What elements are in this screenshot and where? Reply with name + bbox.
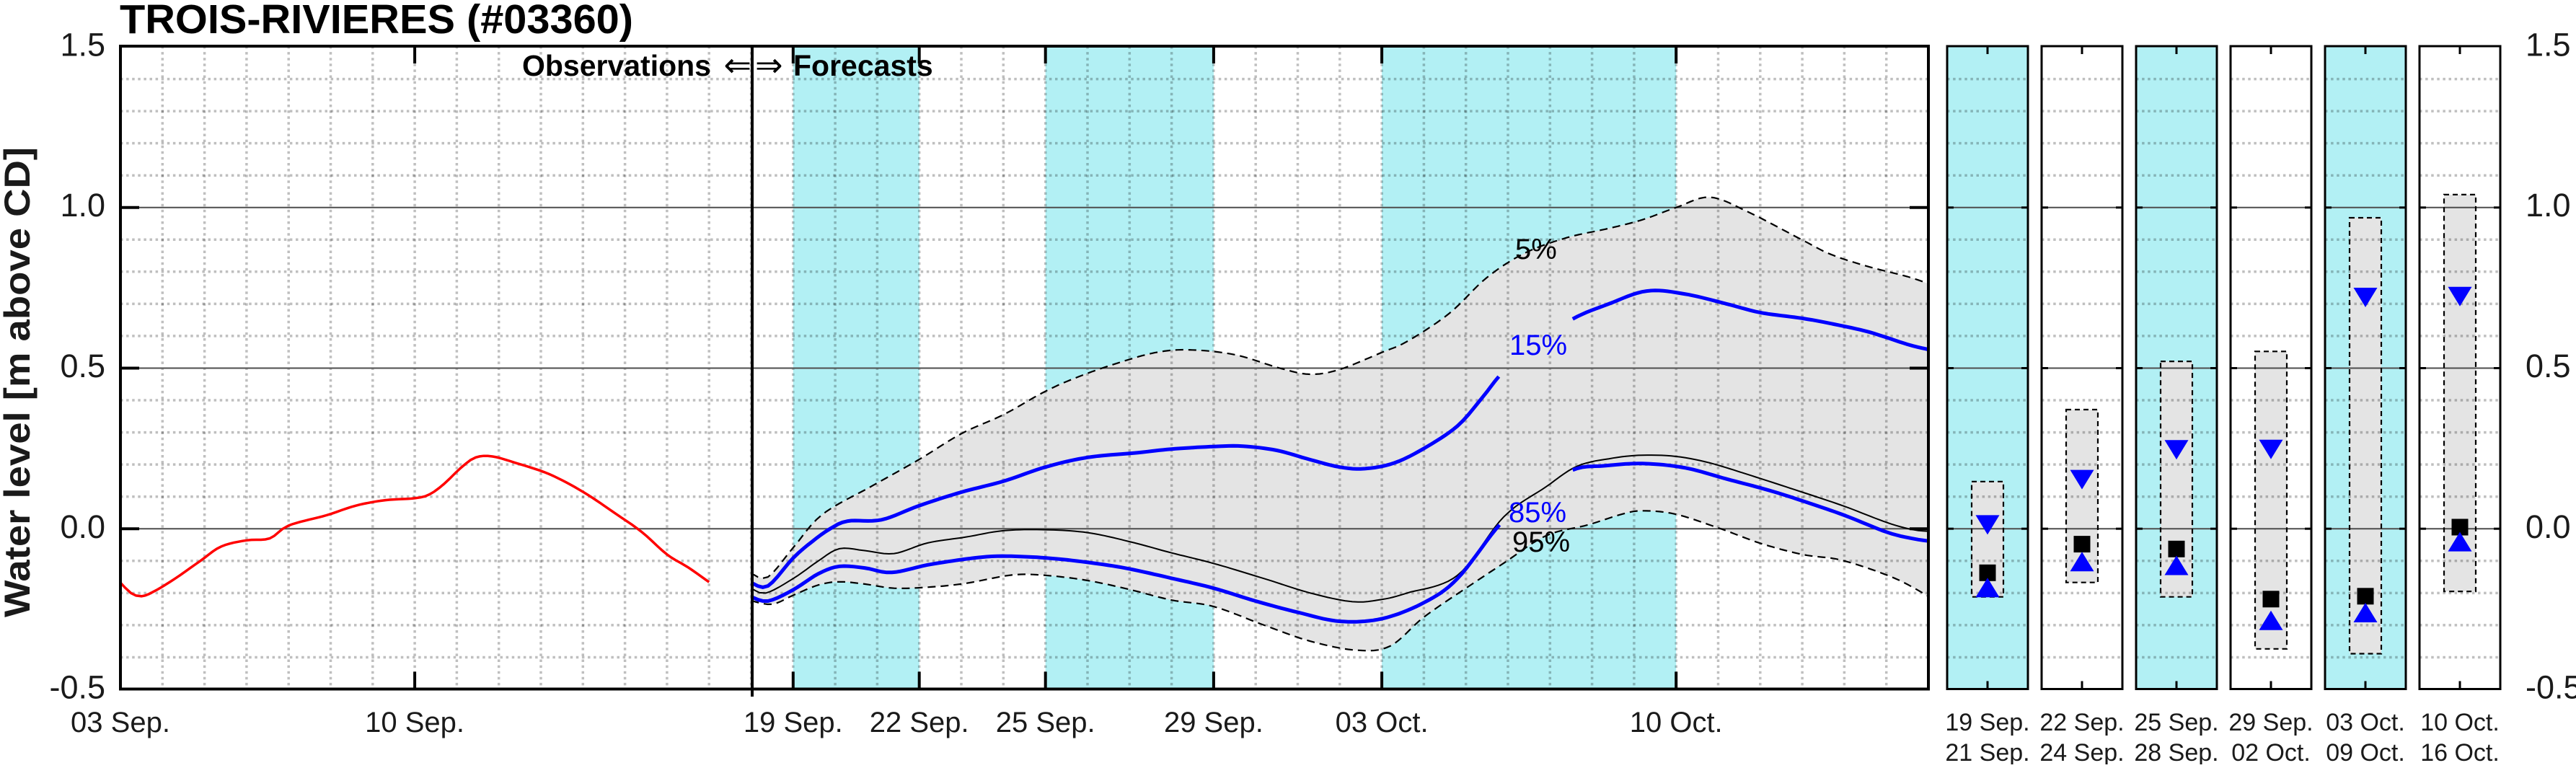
- svg-text:TROIS-RIVIERES (#03360): TROIS-RIVIERES (#03360): [120, 0, 633, 43]
- svg-text:85%: 85%: [1509, 497, 1566, 529]
- svg-text:5%: 5%: [1515, 234, 1557, 265]
- svg-text:02 Oct.: 02 Oct.: [2231, 739, 2311, 764]
- svg-text:10 Oct.: 10 Oct.: [2420, 709, 2500, 736]
- svg-text:0.0: 0.0: [2526, 508, 2571, 545]
- svg-text:0.5: 0.5: [60, 348, 105, 384]
- svg-text:10 Sep.: 10 Sep.: [365, 707, 464, 738]
- svg-text:19 Sep.: 19 Sep.: [744, 707, 843, 738]
- svg-text:Forecasts: Forecasts: [793, 49, 933, 82]
- svg-text:1.5: 1.5: [2526, 27, 2571, 63]
- svg-text:0.5: 0.5: [2526, 348, 2571, 384]
- svg-text:0.0: 0.0: [60, 508, 105, 545]
- svg-text:1.0: 1.0: [2526, 187, 2571, 224]
- svg-text:25 Sep.: 25 Sep.: [996, 707, 1095, 738]
- svg-text:10 Oct.: 10 Oct.: [1630, 707, 1723, 738]
- svg-text:29 Sep.: 29 Sep.: [1164, 707, 1263, 738]
- svg-text:Observations: Observations: [522, 49, 711, 82]
- svg-text:95%: 95%: [1512, 526, 1570, 558]
- svg-text:24 Sep.: 24 Sep.: [2039, 739, 2124, 764]
- svg-text:15%: 15%: [1509, 330, 1567, 361]
- svg-text:⇐: ⇐: [723, 46, 751, 84]
- svg-text:25 Sep.: 25 Sep.: [2134, 709, 2218, 736]
- svg-text:1.0: 1.0: [60, 187, 105, 224]
- svg-text:29 Sep.: 29 Sep.: [2228, 709, 2313, 736]
- svg-text:21 Sep.: 21 Sep.: [1945, 739, 2029, 764]
- svg-text:22 Sep.: 22 Sep.: [870, 707, 969, 738]
- svg-text:09 Oct.: 09 Oct.: [2326, 739, 2405, 764]
- svg-text:16 Oct.: 16 Oct.: [2420, 739, 2500, 764]
- svg-text:03 Sep.: 03 Sep.: [71, 707, 170, 738]
- svg-text:03 Oct.: 03 Oct.: [2326, 709, 2405, 736]
- svg-text:28 Sep.: 28 Sep.: [2134, 739, 2218, 764]
- svg-text:⇒: ⇒: [755, 46, 783, 84]
- svg-text:-0.5: -0.5: [2526, 669, 2576, 706]
- svg-text:-0.5: -0.5: [49, 669, 105, 706]
- svg-text:22 Sep.: 22 Sep.: [2039, 709, 2124, 736]
- svg-text:03 Oct.: 03 Oct.: [1336, 707, 1429, 738]
- svg-text:Water level [m above CD]: Water level [m above CD]: [0, 147, 38, 617]
- svg-text:1.5: 1.5: [60, 27, 105, 63]
- svg-text:19 Sep.: 19 Sep.: [1945, 709, 2029, 736]
